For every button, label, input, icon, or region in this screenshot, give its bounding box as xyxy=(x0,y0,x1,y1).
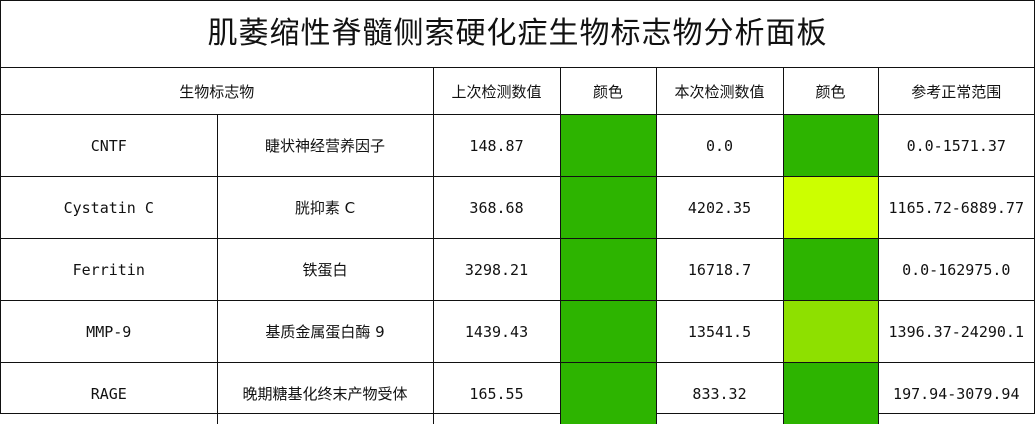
panel-title: 肌萎缩性脊髓侧索硬化症生物标志物分析面板 xyxy=(1,1,1034,68)
reference-range: 1165.72-6889.77 xyxy=(878,177,1034,239)
current-color-swatch xyxy=(783,363,878,424)
biomarker-name-cn: 晚期糖基化终末产物受体 xyxy=(217,363,433,424)
header-biomarker: 生物标志物 xyxy=(1,68,433,115)
reference-range: 0.0-162975.0 xyxy=(878,239,1034,301)
current-value: 16718.7 xyxy=(656,239,783,301)
previous-value: 148.87 xyxy=(433,115,560,177)
table-row: Ferritin 铁蛋白 3298.21 16718.7 0.0-162975.… xyxy=(1,239,1034,301)
biomarker-name-cn: 基质金属蛋白酶 9 xyxy=(217,301,433,363)
biomarker-name-en: CNTF xyxy=(1,115,217,177)
current-color-swatch xyxy=(783,301,878,363)
biomarker-panel: 肌萎缩性脊髓侧索硬化症生物标志物分析面板 生物标志物 上次检测数值 颜色 本次检… xyxy=(0,0,1035,414)
header-current-value: 本次检测数值 xyxy=(656,68,783,115)
reference-range: 197.94-3079.94 xyxy=(878,363,1034,424)
current-value: 13541.5 xyxy=(656,301,783,363)
current-color-swatch xyxy=(783,115,878,177)
biomarker-name-cn: 胱抑素 C xyxy=(217,177,433,239)
previous-value: 165.55 xyxy=(433,363,560,424)
header-row: 生物标志物 上次检测数值 颜色 本次检测数值 颜色 参考正常范围 xyxy=(1,68,1034,115)
previous-value: 1439.43 xyxy=(433,301,560,363)
table-row: MMP-9 基质金属蛋白酶 9 1439.43 13541.5 1396.37-… xyxy=(1,301,1034,363)
current-color-swatch xyxy=(783,177,878,239)
table-row: Cystatin C 胱抑素 C 368.68 4202.35 1165.72-… xyxy=(1,177,1034,239)
previous-value: 368.68 xyxy=(433,177,560,239)
previous-color-swatch xyxy=(560,115,656,177)
header-previous-value: 上次检测数值 xyxy=(433,68,560,115)
biomarker-name-en: MMP-9 xyxy=(1,301,217,363)
biomarker-name-cn: 睫状神经营养因子 xyxy=(217,115,433,177)
biomarker-name-cn: 铁蛋白 xyxy=(217,239,433,301)
current-value: 0.0 xyxy=(656,115,783,177)
header-current-color: 颜色 xyxy=(783,68,878,115)
previous-color-swatch xyxy=(560,363,656,424)
biomarker-name-en: Ferritin xyxy=(1,239,217,301)
previous-color-swatch xyxy=(560,301,656,363)
previous-color-swatch xyxy=(560,177,656,239)
biomarker-name-en: Cystatin C xyxy=(1,177,217,239)
table-row: RAGE 晚期糖基化终末产物受体 165.55 833.32 197.94-30… xyxy=(1,363,1034,424)
table-row: CNTF 睫状神经营养因子 148.87 0.0 0.0-1571.37 xyxy=(1,115,1034,177)
reference-range: 0.0-1571.37 xyxy=(878,115,1034,177)
reference-range: 1396.37-24290.1 xyxy=(878,301,1034,363)
current-value: 833.32 xyxy=(656,363,783,424)
previous-value: 3298.21 xyxy=(433,239,560,301)
header-reference-range: 参考正常范围 xyxy=(878,68,1034,115)
biomarker-name-en: RAGE xyxy=(1,363,217,424)
current-value: 4202.35 xyxy=(656,177,783,239)
biomarker-table: 生物标志物 上次检测数值 颜色 本次检测数值 颜色 参考正常范围 CNTF 睫状… xyxy=(1,68,1034,424)
header-previous-color: 颜色 xyxy=(560,68,656,115)
previous-color-swatch xyxy=(560,239,656,301)
current-color-swatch xyxy=(783,239,878,301)
